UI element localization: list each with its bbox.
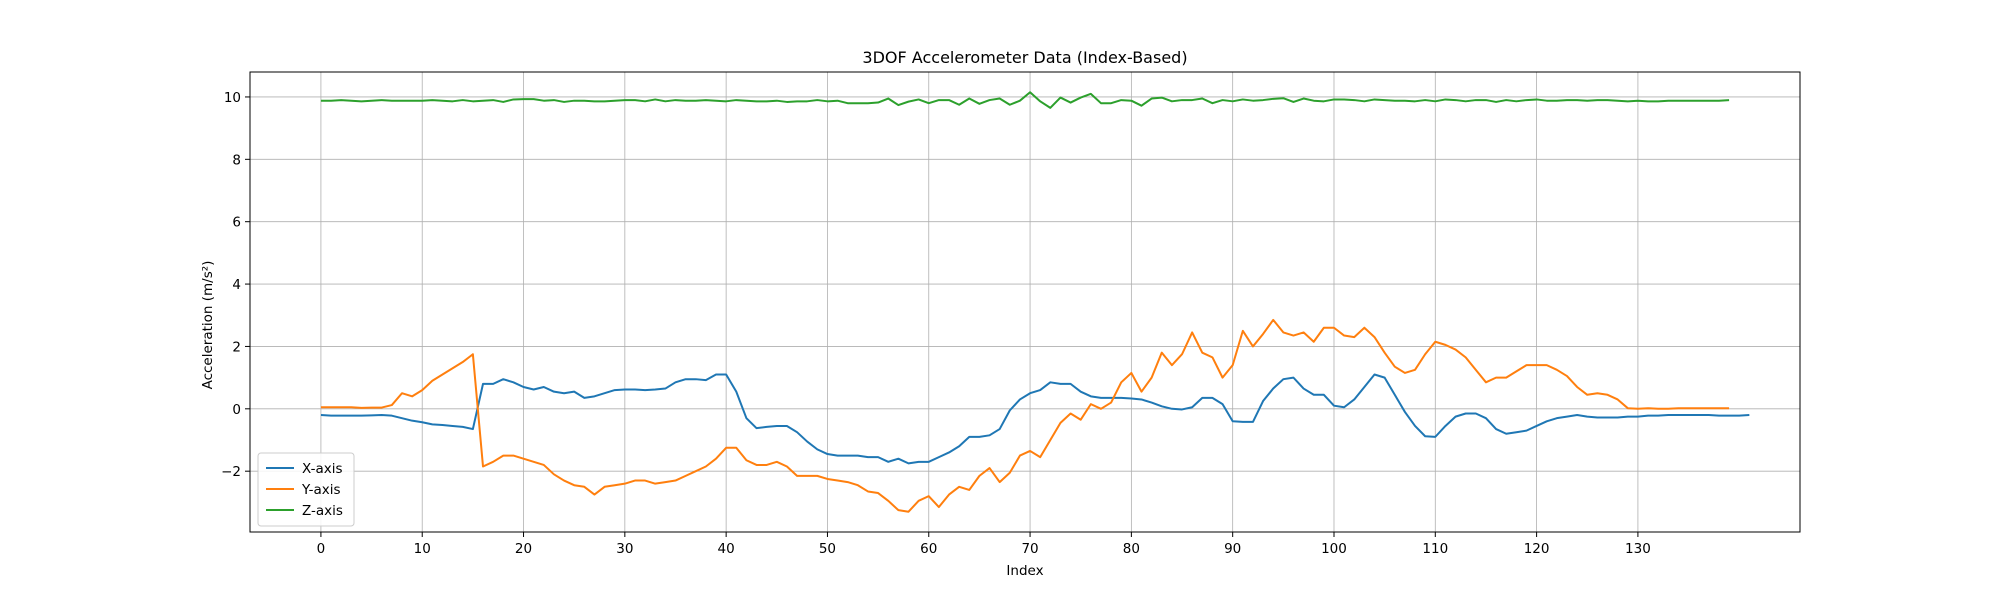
grid-lines <box>250 72 1800 532</box>
y-tick-label: −2 <box>221 464 241 480</box>
x-tick-label: 10 <box>414 541 431 557</box>
y-tick-label: 8 <box>232 152 241 168</box>
x-tick-label: 40 <box>718 541 735 557</box>
x-tick-label: 120 <box>1524 541 1550 557</box>
y-tick-label: 10 <box>224 90 241 106</box>
y-tick-label: 4 <box>232 277 241 293</box>
y-tick-label: 0 <box>232 402 241 418</box>
y-tick-label: 6 <box>232 215 241 231</box>
legend-label: X-axis <box>302 461 343 477</box>
x-tick-label: 60 <box>920 541 937 557</box>
z-axis-line <box>320 91 1730 109</box>
y-axis-line <box>320 318 1730 513</box>
y-axis-label: Acceleration (m/s²) <box>200 261 216 390</box>
y-tick-label: 2 <box>232 339 241 355</box>
legend-label: Z-axis <box>302 503 343 519</box>
x-tick-label: 70 <box>1021 541 1038 557</box>
legend: X-axis Y-axis Z-axis <box>257 452 355 527</box>
x-tick-label: 100 <box>1321 541 1347 557</box>
x-tick-label: 130 <box>1625 541 1651 557</box>
x-tick-label: 50 <box>819 541 836 557</box>
x-tick-label: 90 <box>1224 541 1241 557</box>
x-tick-label: 0 <box>317 541 326 557</box>
legend-label: Y-axis <box>301 482 341 498</box>
x-tick-label: 110 <box>1422 541 1448 557</box>
plot-frame <box>249 71 1801 533</box>
x-tick-label: 80 <box>1123 541 1140 557</box>
x-axis-label: Index <box>1006 563 1043 579</box>
x-axis-line <box>320 373 1750 465</box>
axis-ticks: 0 10 20 30 40 50 60 70 80 90 100 110 120 130 −2 0 2 4 6 8 10 <box>221 90 1651 557</box>
x-tick-label: 20 <box>515 541 532 557</box>
legend-box <box>257 452 355 527</box>
x-tick-label: 30 <box>616 541 633 557</box>
chart-title: 3DOF Accelerometer Data (Index-Based) <box>862 48 1187 67</box>
data-series <box>320 91 1750 513</box>
